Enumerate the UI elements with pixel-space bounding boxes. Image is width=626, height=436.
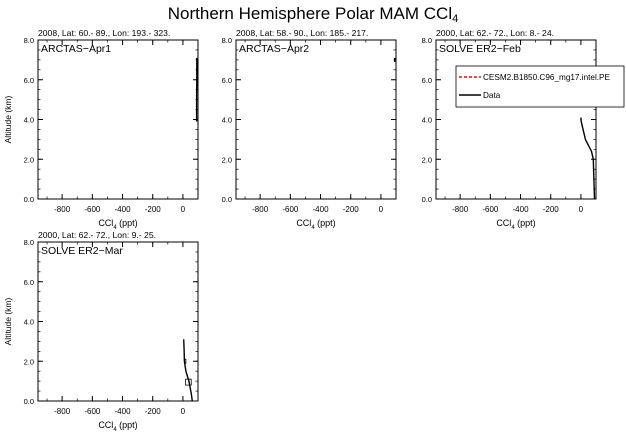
x-axis-label: CCl4 (ppt) xyxy=(98,420,137,433)
chart-panel-1: 2008, Lat: 60.- 89., Lon: 193.- 323. -800… xyxy=(3,28,199,231)
legend-entry-label: Data xyxy=(483,91,501,100)
figure-title-subscript: 4 xyxy=(452,13,459,25)
y-tick-label: 6.0 xyxy=(222,76,232,85)
x-tick-label: -800 xyxy=(54,407,71,416)
x-axis-label: CCl4 (ppt) xyxy=(296,218,335,231)
x-tick-label: -400 xyxy=(313,205,330,214)
legend-box xyxy=(455,65,625,108)
y-tick-label: 4.0 xyxy=(24,318,34,327)
x-tick-label: -400 xyxy=(115,407,132,416)
panel-header: 2008, Lat: 58.- 90., Lon: 185.- 217. xyxy=(236,28,368,38)
campaign-label: ARCTAS−Apr2 xyxy=(239,43,309,55)
y-tick-label: 4.0 xyxy=(222,116,232,125)
legend-entry-label: CESM2.B1850.C96_mg17.intel.PE xyxy=(483,73,611,82)
chart-panel-2: 2008, Lat: 58.- 90., Lon: 185.- 217. -800… xyxy=(222,28,397,231)
x-tick-label: -600 xyxy=(84,205,101,214)
y-tick-label: 0.0 xyxy=(422,195,432,204)
x-tick-label: 0 xyxy=(181,407,186,416)
y-axis-label: Altitude (km) xyxy=(3,297,13,345)
campaign-label: ARCTAS−Apr1 xyxy=(41,43,111,55)
y-tick-label: 2.0 xyxy=(422,155,432,164)
y-tick-label: 0.0 xyxy=(222,195,232,204)
y-tick-label: 8.0 xyxy=(24,238,34,247)
x-tick-label: -400 xyxy=(115,205,132,214)
data-spread-box xyxy=(185,378,192,386)
figure-title-text: Northern Hemisphere Polar MAM CCl xyxy=(167,4,453,23)
panel-header: 2000, Lat: 62.- 72., Lon: 8.- 24. xyxy=(436,28,554,38)
x-tick-label: -200 xyxy=(145,205,162,214)
x-tick-label: -200 xyxy=(145,407,162,416)
y-tick-label: 0.0 xyxy=(24,397,34,406)
x-tick-label: 0 xyxy=(379,205,384,214)
plot-frame xyxy=(37,241,199,402)
chart-panel-4: 2000, Lat: 62.- 72., Lon: 9.- 25. -800 -60… xyxy=(3,230,199,433)
x-tick-label: -200 xyxy=(543,205,560,214)
x-tick-label: -800 xyxy=(452,205,469,214)
y-tick-label: 8.0 xyxy=(24,36,34,45)
y-tick-label: 2.0 xyxy=(24,155,34,164)
y-tick-label: 6.0 xyxy=(24,76,34,85)
y-axis-label: Altitude (km) xyxy=(3,95,13,143)
x-axis-label: CCl4 (ppt) xyxy=(98,218,137,231)
x-tick-label: -400 xyxy=(513,205,530,214)
x-tick-label: -800 xyxy=(54,205,71,214)
figure-title: Northern Hemisphere Polar MAM CCl4 xyxy=(0,4,626,25)
y-tick-label: 4.0 xyxy=(422,116,432,125)
x-tick-label: 0 xyxy=(579,205,584,214)
x-tick-label: -600 xyxy=(84,407,101,416)
chart-panel-3: 2000, Lat: 62.- 72., Lon: 8.- 24. -800 -60… xyxy=(422,28,625,231)
x-tick-label: 0 xyxy=(181,205,186,214)
y-tick-label: 6.0 xyxy=(24,278,34,287)
plot-frame xyxy=(235,39,397,200)
y-tick-label: 4.0 xyxy=(24,116,34,125)
y-tick-label: 6.0 xyxy=(422,76,432,85)
y-tick-label: 2.0 xyxy=(222,155,232,164)
plot-frame xyxy=(435,39,597,200)
panel-header: 2008, Lat: 60.- 89., Lon: 193.- 323. xyxy=(38,28,170,38)
data-series-line xyxy=(183,339,193,402)
panel-header: 2000, Lat: 62.- 72., Lon: 9.- 25. xyxy=(38,230,156,240)
x-tick-label: -200 xyxy=(343,205,360,214)
campaign-label: SOLVE ER2−Mar xyxy=(41,245,123,257)
y-tick-label: 8.0 xyxy=(422,36,432,45)
data-spread-box xyxy=(184,358,187,364)
campaign-label: SOLVE ER2−Feb xyxy=(439,43,521,55)
x-tick-label: -600 xyxy=(482,205,499,214)
data-series-line xyxy=(580,117,596,200)
y-tick-label: 8.0 xyxy=(222,36,232,45)
x-tick-label: -800 xyxy=(252,205,269,214)
plot-frame xyxy=(37,39,199,200)
x-axis-label: CCl4 (ppt) xyxy=(496,218,535,231)
y-tick-label: 2.0 xyxy=(24,357,34,366)
x-tick-label: -600 xyxy=(282,205,299,214)
y-tick-label: 0.0 xyxy=(24,195,34,204)
